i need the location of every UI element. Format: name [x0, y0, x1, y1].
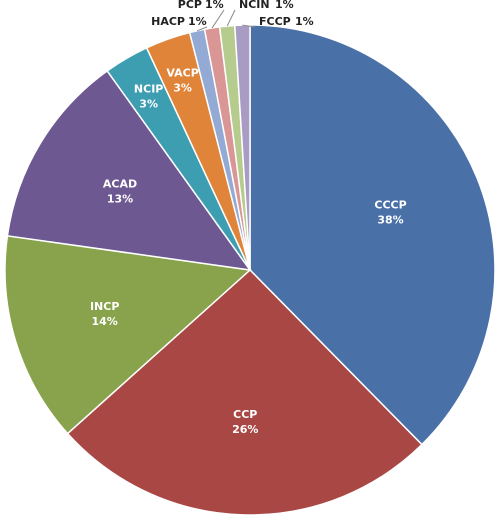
pie-slice — [66, 268, 423, 516]
leader-line — [196, 26, 208, 32]
value-label: 1% — [205, 0, 224, 11]
slice-label: FCCP — [259, 15, 291, 28]
slice-label: CCP — [233, 408, 257, 421]
slice-label: ACAD — [103, 177, 137, 190]
value-label: 3% — [173, 82, 192, 95]
slice-label: NCIP — [134, 83, 163, 96]
value-label: 26% — [232, 423, 258, 436]
pie-slice — [233, 24, 251, 271]
value-label: 14% — [92, 315, 118, 328]
value-label: 3% — [139, 98, 158, 111]
slice-label: NCIN — [239, 0, 270, 11]
slice-label: CCCP — [374, 198, 406, 211]
slice-label: PCP — [178, 0, 202, 11]
slice-label: HACP — [151, 15, 185, 28]
value-label: 13% — [107, 192, 133, 205]
value-label: 1% — [275, 0, 294, 11]
pie-slice — [249, 24, 496, 446]
value-label: 38% — [377, 213, 403, 226]
value-label: 1% — [295, 15, 314, 28]
leader-line — [242, 24, 256, 28]
pie-slice — [6, 69, 252, 271]
slice-label: VACP — [166, 67, 198, 80]
leader-line — [211, 9, 225, 29]
pie-slice — [4, 234, 252, 435]
leader-line — [226, 9, 236, 27]
slice-label: INCP — [90, 300, 119, 313]
value-label: 1% — [188, 15, 207, 28]
